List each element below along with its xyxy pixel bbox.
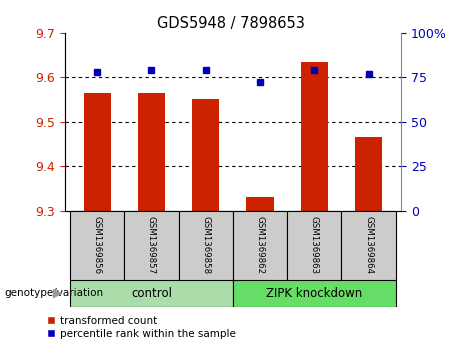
Text: ZIPK knockdown: ZIPK knockdown	[266, 287, 362, 299]
Text: GSM1369864: GSM1369864	[364, 216, 373, 274]
Text: GSM1369857: GSM1369857	[147, 216, 156, 274]
FancyBboxPatch shape	[70, 280, 233, 307]
Bar	[246, 197, 273, 211]
FancyBboxPatch shape	[233, 211, 287, 280]
FancyBboxPatch shape	[124, 211, 178, 280]
FancyBboxPatch shape	[341, 211, 396, 280]
Bar	[355, 137, 382, 211]
Text: GSM1369862: GSM1369862	[255, 216, 265, 274]
Bar	[83, 93, 111, 211]
FancyBboxPatch shape	[70, 211, 124, 280]
FancyBboxPatch shape	[178, 211, 233, 280]
Text: ▶: ▶	[53, 287, 62, 299]
FancyBboxPatch shape	[287, 211, 341, 280]
Bar	[138, 93, 165, 211]
Text: control: control	[131, 287, 172, 299]
Legend: transformed count, percentile rank within the sample: transformed count, percentile rank withi…	[47, 315, 236, 339]
Text: GSM1369858: GSM1369858	[201, 216, 210, 274]
Text: GDS5948 / 7898653: GDS5948 / 7898653	[157, 16, 304, 31]
Bar	[192, 99, 219, 211]
Text: GSM1369863: GSM1369863	[310, 216, 319, 274]
Text: GSM1369856: GSM1369856	[93, 216, 101, 274]
FancyBboxPatch shape	[233, 280, 396, 307]
Bar	[301, 62, 328, 211]
Text: genotype/variation: genotype/variation	[5, 288, 104, 298]
